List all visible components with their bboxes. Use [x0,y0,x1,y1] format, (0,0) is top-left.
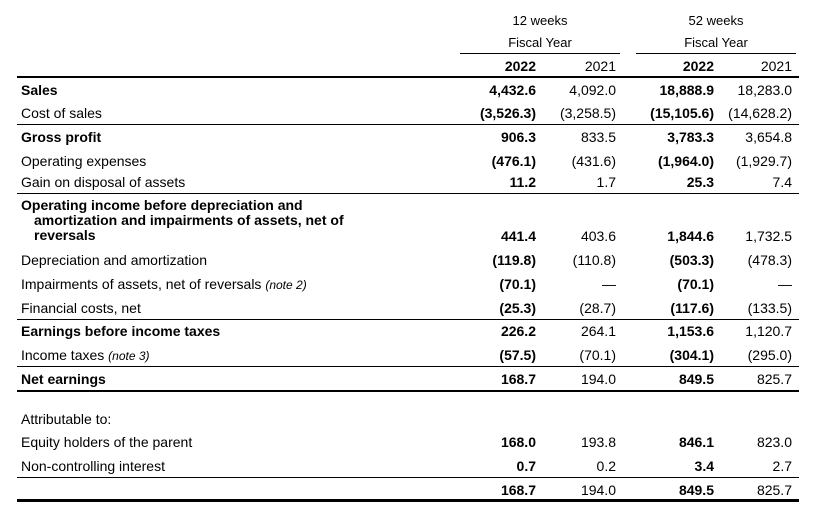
gp-2021-52w: 3,654.8 [745,129,792,145]
imp-2022-52w: (70.1) [677,276,714,292]
rule-after-gain [17,193,799,194]
income-taxes-label-text: Income taxes [21,347,105,363]
year-2021-52: 2021 [760,58,792,74]
table-bottom-rule [17,499,799,502]
rule-after-cos [17,124,799,125]
opex-2021-12w: (431.6) [571,153,616,169]
rule-after-nci [17,477,799,478]
tax-2022-12w: (57.5) [499,347,536,363]
row-label-nci: Non-controlling interest [21,458,165,474]
opinc-2022-52w: 1,844.6 [667,228,714,244]
header-rule-12 [460,53,620,54]
gain-2022-52w: 25.3 [686,174,714,190]
sales-2021-52w: 18,283.0 [737,82,793,98]
sales-2021-12w: 4,092.0 [569,82,616,98]
eq-2021-12w: 193.8 [580,434,616,450]
nci-2021-12w: 0.2 [596,458,616,474]
table-top-rule [17,76,799,78]
row-label-gross-profit: Gross profit [21,129,102,145]
row-label-equity-holders: Equity holders of the parent [21,434,193,450]
fin-2022-52w: (117.6) [670,300,714,316]
tax-2021-12w: (70.1) [579,347,616,363]
dep-2021-52w: (478.3) [747,252,792,268]
opinc-2021-52w: 1,732.5 [745,228,792,244]
nci-2021-52w: 2.7 [772,458,792,474]
opinc-2022-12w: 441.4 [500,228,536,244]
opex-2021-52w: (1,929.7) [735,153,792,169]
row-label-net-earnings: Net earnings [21,371,106,387]
cos-2021-52w: (14,628.2) [728,105,792,121]
cos-2021-12w: (3,258.5) [559,105,616,121]
tax-2021-52w: (295.0) [747,347,792,363]
eq-2022-52w: 846.1 [678,434,714,450]
total-2021-52w: 825.7 [756,482,792,498]
imp-2021-52w: — [778,276,792,292]
gain-2021-12w: 1.7 [596,174,616,190]
year-2021-12: 2021 [584,58,616,74]
opinc-2021-12w: 403.6 [580,228,616,244]
cos-2022-12w: (3,526.3) [479,105,536,121]
row-label-impairments: Impairments of assets, net of reversals … [21,276,307,293]
row-label-cost-of-sales: Cost of sales [21,105,102,121]
row-label-depreciation: Depreciation and amortization [21,252,207,268]
rule-after-taxes [17,366,799,367]
imp-2022-12w: (70.1) [499,276,536,292]
cos-2022-52w: (15,105.6) [650,105,714,121]
dep-2022-12w: (119.8) [492,252,536,268]
rule-after-financial [17,319,799,320]
ebt-2022-52w: 1,153.6 [667,323,714,339]
period-52-weeks: 52 weeks [688,13,744,28]
dep-2021-12w: (110.8) [572,252,616,268]
ne-2022-12w: 168.7 [500,371,536,387]
period-12-weeks: 12 weeks [512,13,568,28]
total-2022-52w: 849.5 [678,482,714,498]
gp-2022-52w: 3,783.3 [667,129,714,145]
opex-2022-12w: (476.1) [491,153,536,169]
ebt-2021-12w: 264.1 [580,323,616,339]
impairments-label-text: Impairments of assets, net of reversals [21,276,262,292]
opex-2022-52w: (1,964.0) [657,153,714,169]
row-label-ebt: Earnings before income taxes [21,323,221,339]
fiscal-year-12: Fiscal Year [508,35,572,50]
row-label-gain-on-disposal: Gain on disposal of assets [21,174,186,190]
fin-2021-52w: (133.5) [747,300,792,316]
tax-2022-52w: (304.1) [669,347,714,363]
imp-2021-12w: — [602,276,616,292]
row-label-operating-income-line3: reversals [34,227,96,243]
row-label-sales: Sales [21,82,58,98]
gain-2022-12w: 11.2 [509,174,536,190]
gp-2022-12w: 906.3 [500,129,536,145]
sales-2022-52w: 18,888.9 [659,82,715,98]
row-label-operating-income-line1: Operating income before depreciation and [21,197,303,213]
row-label-attributable: Attributable to: [21,411,112,427]
nci-2022-52w: 3.4 [694,458,714,474]
rule-after-net-earnings [17,390,799,392]
row-label-operating-expenses: Operating expenses [21,153,147,169]
eq-2021-52w: 823.0 [756,434,792,450]
ne-2021-12w: 194.0 [580,371,616,387]
fin-2022-12w: (25.3) [499,300,536,316]
dep-2022-52w: (503.3) [669,252,714,268]
impairments-note: (note 2) [265,278,307,292]
sales-2022-12w: 4,432.6 [489,82,536,98]
total-2022-12w: 168.7 [500,482,536,498]
fin-2021-12w: (28.7) [579,300,616,316]
nci-2022-12w: 0.7 [516,458,536,474]
header-rule-52 [636,53,796,54]
ebt-2021-52w: 1,120.7 [745,323,792,339]
row-label-operating-income-line2: amortization and impairments of assets, … [34,212,344,228]
year-2022-12: 2022 [504,58,536,74]
row-label-financial-costs: Financial costs, net [21,300,141,316]
row-label-income-taxes: Income taxes (note 3) [21,347,150,364]
gp-2021-12w: 833.5 [580,129,616,145]
ebt-2022-12w: 226.2 [500,323,536,339]
eq-2022-12w: 168.0 [500,434,536,450]
year-2022-52: 2022 [682,58,714,74]
total-2021-12w: 194.0 [580,482,616,498]
ne-2021-52w: 825.7 [756,371,792,387]
gain-2021-52w: 7.4 [772,174,792,190]
fiscal-year-52: Fiscal Year [684,35,748,50]
income-taxes-note: (note 3) [108,349,150,363]
ne-2022-52w: 849.5 [678,371,714,387]
